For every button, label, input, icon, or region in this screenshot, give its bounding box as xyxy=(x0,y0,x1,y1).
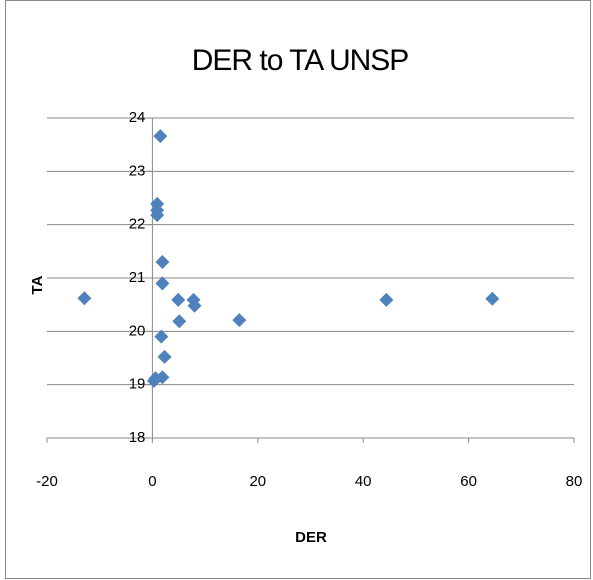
point xyxy=(171,292,186,307)
point xyxy=(187,298,202,313)
point xyxy=(150,208,165,223)
point xyxy=(155,255,170,269)
x-tick-label: 0 xyxy=(148,473,156,490)
point xyxy=(485,291,500,306)
x-tick-label: 40 xyxy=(355,473,372,490)
point xyxy=(232,313,247,328)
x-tick-label: 60 xyxy=(460,473,477,490)
y-tick-label: 18 xyxy=(129,429,146,446)
chart-title: DER to TA UNSP xyxy=(192,44,409,77)
y-tick-label: 19 xyxy=(129,376,146,393)
y-tick-label: 20 xyxy=(129,322,146,339)
point xyxy=(146,373,161,388)
point xyxy=(157,349,172,364)
chart-border xyxy=(5,0,591,579)
x-axis-title: DER xyxy=(295,529,327,546)
x-tick-label: -20 xyxy=(36,473,58,490)
x-tick-label: 20 xyxy=(249,473,266,490)
point xyxy=(77,291,92,306)
y-axis-title: TA xyxy=(29,275,46,294)
y-tick-label: 23 xyxy=(129,162,146,179)
point xyxy=(154,329,169,344)
y-tick-label: 21 xyxy=(129,269,146,286)
y-tick-label: 24 xyxy=(129,109,146,126)
point xyxy=(379,292,394,307)
point xyxy=(172,314,187,329)
y-tick-label: 22 xyxy=(129,216,146,233)
x-tick-label: 80 xyxy=(566,473,583,490)
point xyxy=(155,276,170,291)
point xyxy=(153,129,168,144)
